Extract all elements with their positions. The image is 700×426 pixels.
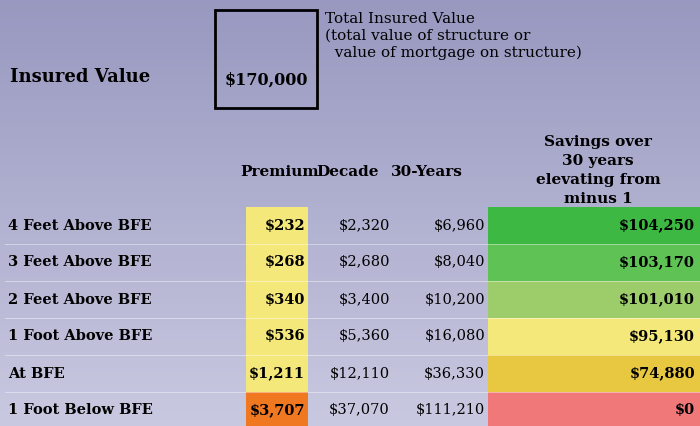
Text: $268: $268 — [265, 256, 305, 270]
Text: 2 Feet Above BFE: 2 Feet Above BFE — [8, 293, 152, 306]
Text: $111,210: $111,210 — [416, 403, 485, 417]
Bar — [246, 281, 308, 318]
Text: $6,960: $6,960 — [433, 219, 485, 233]
Bar — [246, 207, 308, 244]
Text: $104,250: $104,250 — [619, 219, 695, 233]
Text: $8,040: $8,040 — [433, 256, 485, 270]
Text: Total Insured Value: Total Insured Value — [325, 12, 475, 26]
Bar — [246, 355, 308, 392]
Bar — [488, 244, 700, 281]
Text: (total value of structure or: (total value of structure or — [325, 29, 531, 43]
Bar — [488, 392, 700, 426]
Text: $2,320: $2,320 — [339, 219, 390, 233]
Text: $74,880: $74,880 — [629, 366, 695, 380]
Bar — [246, 318, 308, 355]
Bar — [488, 355, 700, 392]
Text: $1,211: $1,211 — [249, 366, 305, 380]
Text: Decade: Decade — [316, 165, 379, 179]
Text: At BFE: At BFE — [8, 366, 64, 380]
Text: $95,130: $95,130 — [629, 329, 695, 343]
Text: $12,110: $12,110 — [330, 366, 390, 380]
Text: 3 Feet Above BFE: 3 Feet Above BFE — [8, 256, 151, 270]
Text: $170,000: $170,000 — [224, 72, 308, 89]
Text: $5,360: $5,360 — [339, 329, 390, 343]
Text: $101,010: $101,010 — [619, 293, 695, 306]
Bar — [488, 281, 700, 318]
Text: 30-Years: 30-Years — [391, 165, 463, 179]
Text: $36,330: $36,330 — [424, 366, 485, 380]
Text: 4 Feet Above BFE: 4 Feet Above BFE — [8, 219, 151, 233]
Text: $3,707: $3,707 — [249, 403, 305, 417]
Bar — [246, 244, 308, 281]
Text: Savings over
30 years
elevating from
minus 1: Savings over 30 years elevating from min… — [536, 135, 660, 206]
Bar — [488, 207, 700, 244]
Text: $536: $536 — [265, 329, 305, 343]
Text: $10,200: $10,200 — [424, 293, 485, 306]
Text: 1 Foot Above BFE: 1 Foot Above BFE — [8, 329, 153, 343]
Bar — [215, 10, 317, 108]
Bar — [246, 392, 308, 426]
Text: $103,170: $103,170 — [619, 256, 695, 270]
Text: $2,680: $2,680 — [339, 256, 390, 270]
Text: 1 Foot Below BFE: 1 Foot Below BFE — [8, 403, 153, 417]
Text: $0: $0 — [675, 403, 695, 417]
Text: $16,080: $16,080 — [424, 329, 485, 343]
Text: $232: $232 — [265, 219, 305, 233]
Text: Premium: Premium — [241, 165, 319, 179]
Text: $3,400: $3,400 — [339, 293, 390, 306]
Bar — [488, 318, 700, 355]
Text: Insured Value: Insured Value — [10, 68, 150, 86]
Text: $340: $340 — [265, 293, 305, 306]
Text: value of mortgage on structure): value of mortgage on structure) — [325, 46, 582, 60]
Text: $37,070: $37,070 — [329, 403, 390, 417]
